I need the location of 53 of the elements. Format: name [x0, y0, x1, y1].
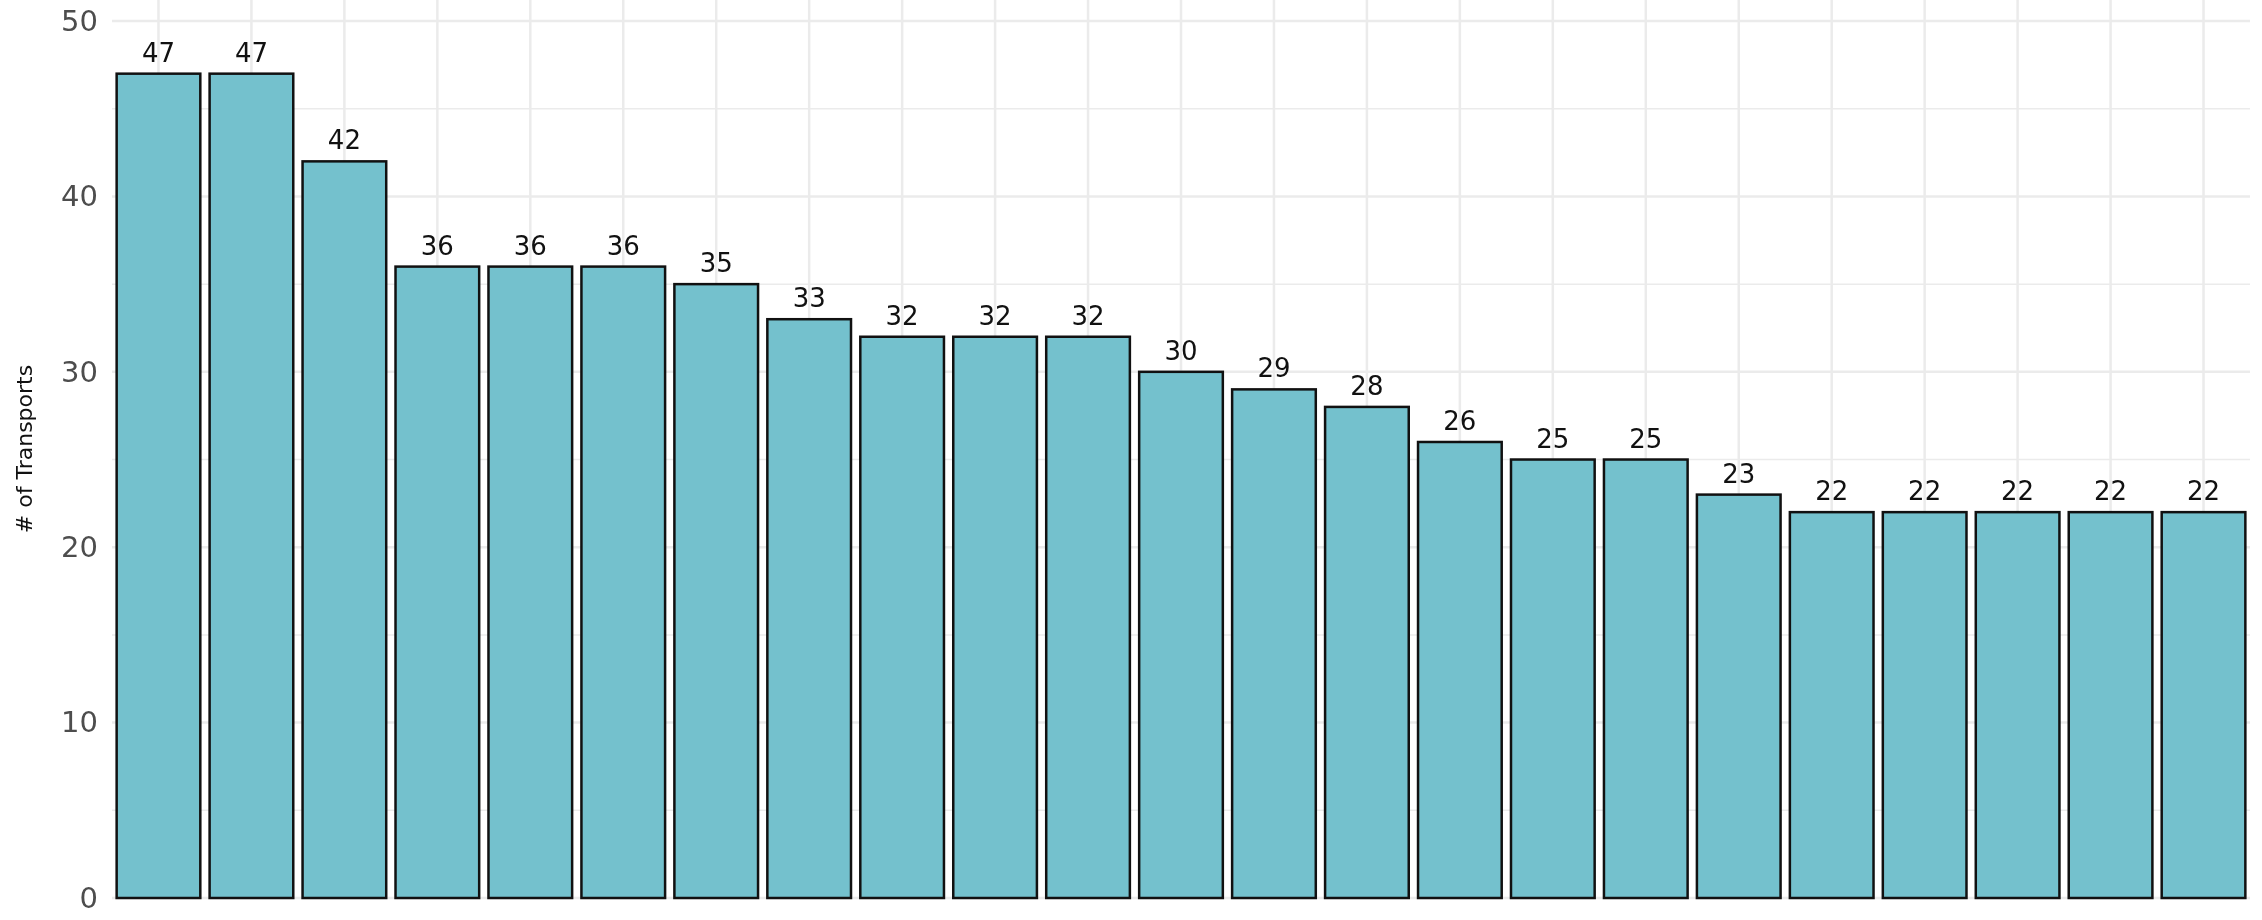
- data-label: 36: [420, 230, 454, 261]
- bar: [208, 72, 295, 900]
- data-label: 23: [1722, 458, 1756, 489]
- data-label: 35: [699, 248, 733, 279]
- y-tick-label: 0: [79, 880, 98, 915]
- bar: [859, 335, 946, 900]
- y-tick-label: 10: [61, 705, 98, 740]
- y-tick-label: 20: [61, 530, 98, 564]
- data-label: 47: [141, 37, 176, 68]
- bar: [487, 265, 574, 900]
- bar: [1416, 440, 1503, 900]
- bar: [1137, 370, 1225, 900]
- y-axis-title: # of Transports: [12, 364, 37, 534]
- data-label: 22: [1908, 476, 1942, 507]
- data-label: 22: [2186, 476, 2221, 507]
- bar: [1788, 510, 1875, 900]
- data-label: 26: [1443, 405, 1477, 436]
- bar: [580, 265, 667, 900]
- bar: [301, 160, 388, 900]
- bar: [1323, 405, 1410, 900]
- bar: [673, 282, 760, 900]
- bar: [1881, 510, 1968, 900]
- data-label: 32: [1071, 300, 1105, 331]
- bar: [2067, 510, 2154, 900]
- bar: [2160, 510, 2247, 900]
- data-label: 30: [1164, 335, 1198, 366]
- bar: [1509, 458, 1596, 900]
- data-label: 47: [234, 37, 268, 68]
- data-label: 29: [1257, 353, 1291, 384]
- bar: [952, 335, 1039, 900]
- data-label: 32: [885, 300, 919, 331]
- bar: [1044, 335, 1132, 900]
- y-tick-label: 50: [61, 3, 98, 38]
- data-label: 22: [1815, 476, 1849, 507]
- data-label: 32: [978, 300, 1012, 331]
- data-label: 36: [606, 230, 640, 261]
- data-label: 36: [513, 230, 547, 261]
- bar: [1974, 510, 2061, 900]
- data-label: 42: [327, 125, 361, 156]
- data-label: 22: [2094, 476, 2128, 507]
- y-tick-label: 40: [61, 179, 98, 214]
- data-label: 33: [792, 283, 826, 314]
- bar: [1695, 493, 1782, 900]
- data-label: 25: [1536, 423, 1570, 454]
- bar: [394, 265, 481, 900]
- y-tick-label: 30: [61, 354, 98, 389]
- data-label: 28: [1350, 370, 1384, 401]
- data-label: 25: [1629, 423, 1663, 454]
- bar: [766, 317, 853, 900]
- bar: [1230, 388, 1318, 900]
- bar: [115, 72, 202, 900]
- data-label: 22: [2001, 476, 2035, 507]
- bar: [1602, 458, 1689, 900]
